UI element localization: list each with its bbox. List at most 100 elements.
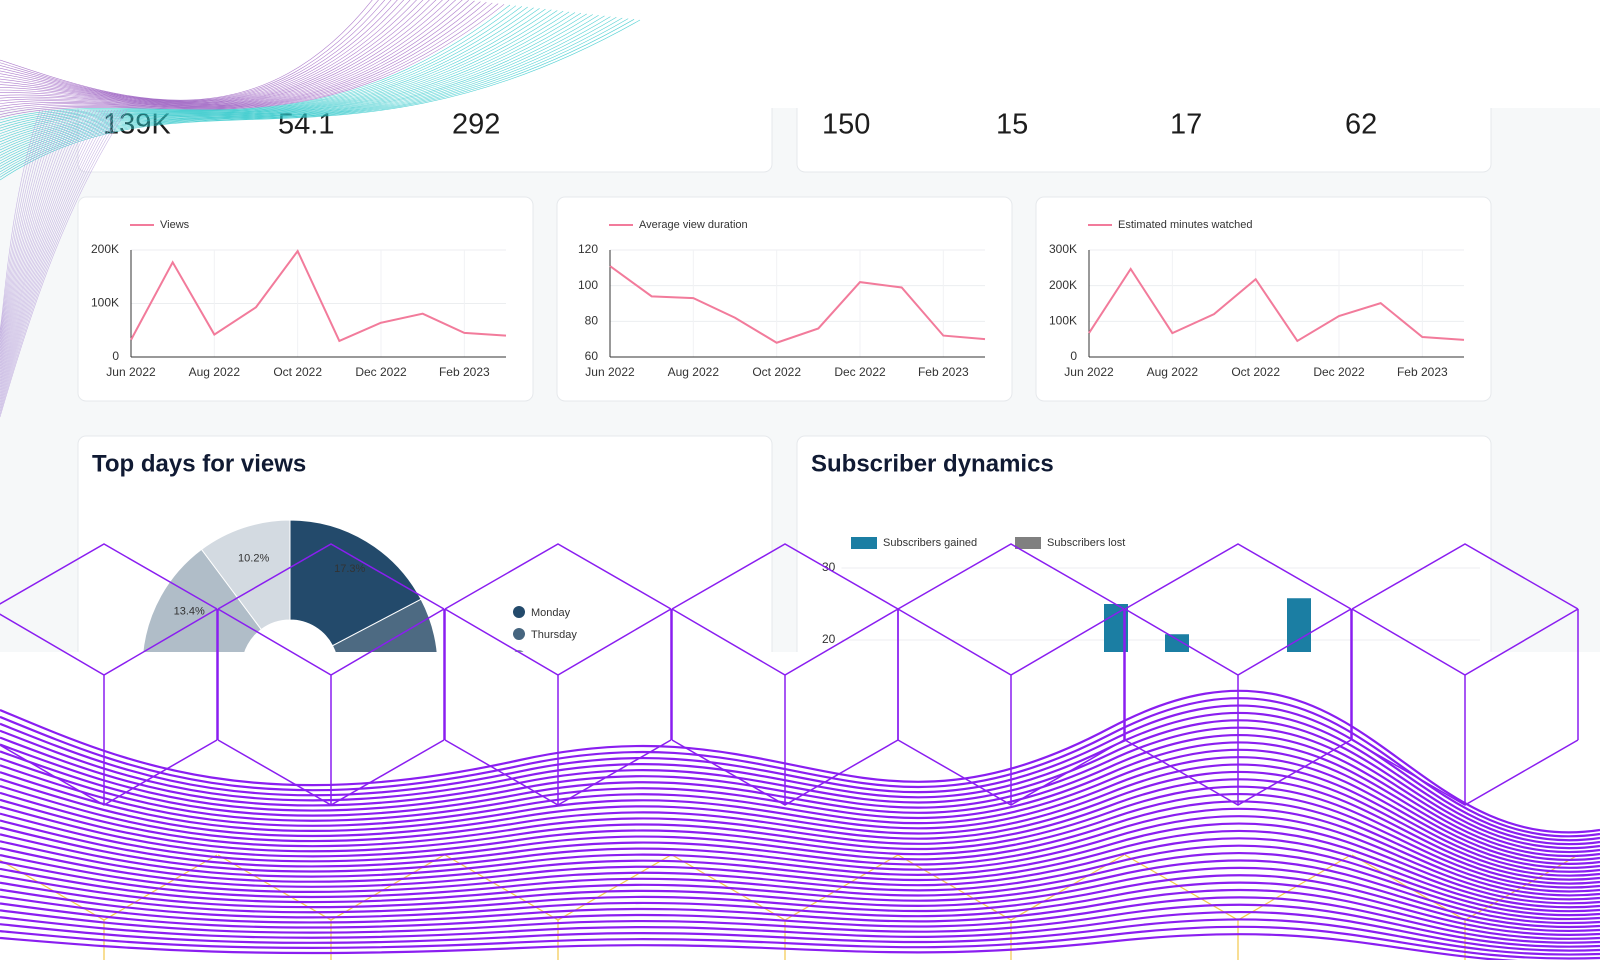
y-tick-label: 100K: [1049, 314, 1077, 328]
decoration: [0, 0, 469, 108]
decoration: [0, 0, 475, 108]
legend-swatch: [1015, 537, 1041, 549]
kpi-value: 17: [1170, 109, 1202, 141]
y-tick-label: 80: [585, 314, 599, 328]
decoration: [0, 6, 522, 126]
legend-label: Thursday: [531, 629, 577, 641]
decoration: [0, 741, 1600, 861]
decoration: [0, 8, 540, 134]
decoration: [0, 109, 47, 337]
decoration: [0, 0, 385, 102]
decoration: [0, 7, 534, 132]
decoration: [0, 109, 116, 406]
decoration: [0, 109, 122, 412]
decoration: [0, 925, 1600, 960]
pie-slice: [200, 519, 291, 631]
decoration: [0, 12, 576, 151]
decoration: [0, 874, 1600, 932]
decoration: [0, 109, 44, 334]
decoration: [0, 109, 56, 346]
decoration: [0, 109, 104, 394]
y-tick-label: 0: [112, 349, 119, 363]
decoration: [0, 109, 92, 382]
decoration: [0, 109, 86, 376]
decoration: [0, 14, 593, 159]
decoration: [1124, 543, 1352, 806]
decoration: [0, 109, 98, 388]
y-tick-label: 200K: [91, 242, 119, 256]
decoration: [0, 829, 1600, 909]
decoration: [0, 6, 528, 129]
y-tick-label: 300K: [1049, 242, 1077, 256]
chart-card: [77, 196, 534, 402]
decoration: [0, 792, 1600, 889]
decoration: [0, 109, 83, 373]
decoration: [0, 109, 41, 331]
decoration: [0, 0, 430, 105]
decoration: [0, 14, 599, 162]
legend-label: Subscribers lost: [1047, 537, 1125, 549]
x-tick-label: Feb 2023: [439, 365, 490, 379]
decoration: [0, 888, 1600, 940]
decoration: [0, 807, 1600, 897]
decoration: [0, 109, 50, 340]
decoration: [0, 748, 1600, 865]
decoration: [0, 822, 1600, 905]
decoration: [0, 910, 1600, 952]
y-tick-label: 200K: [1049, 278, 1077, 292]
decoration: [0, 866, 1600, 929]
decoration: [0, 109, 110, 400]
decoration: [0, 0, 398, 103]
x-tick-label: Aug 2022: [1147, 365, 1199, 379]
decoration: [217, 543, 445, 806]
x-tick-label: Aug 2022: [668, 365, 720, 379]
top-band: [0, 0, 1600, 108]
x-tick-label: Dec 2022: [355, 365, 407, 379]
decoration: [0, 109, 113, 403]
decoration: [0, 0, 417, 104]
decoration: [0, 19, 641, 181]
decoration: [897, 543, 1125, 806]
kpi-value: 15: [996, 109, 1028, 141]
decoration: [0, 785, 1600, 885]
decoration: [0, 1, 481, 108]
legend-label: Views: [160, 219, 190, 231]
decoration: [0, 18, 629, 175]
decoration: [0, 800, 1600, 893]
decoration: [0, 109, 53, 343]
decoration: [0, 543, 218, 806]
decoration: [0, 109, 89, 379]
chart-card: [1035, 196, 1492, 402]
legend-label: Estimated minutes watched: [1118, 219, 1253, 231]
legend-swatch: [513, 606, 525, 618]
decoration: [0, 726, 1600, 853]
x-tick-label: Jun 2022: [585, 365, 635, 379]
y-tick-label: 60: [585, 349, 599, 363]
decoration: [0, 109, 74, 364]
decoration: [0, 0, 379, 101]
x-tick-label: Oct 2022: [752, 365, 801, 379]
y-tick-label: 20: [822, 632, 836, 646]
decoration: [0, 903, 1600, 948]
decoration: [0, 0, 404, 103]
decoration: [0, 896, 1600, 944]
decoration: [0, 10, 564, 145]
decoration: [0, 109, 71, 361]
decoration: [0, 756, 1600, 869]
y-tick-label: 100K: [91, 296, 119, 310]
x-tick-label: Oct 2022: [1231, 365, 1280, 379]
line: [609, 265, 986, 344]
decoration: [0, 0, 411, 104]
decoration: [0, 9, 552, 140]
decoration: [0, 0, 457, 107]
x-tick-label: Jun 2022: [1064, 365, 1114, 379]
decoration: [0, 8, 546, 137]
decoration: [0, 2, 493, 113]
decoration: [0, 109, 101, 391]
y-tick-label: 100: [578, 278, 598, 292]
decoration: [0, 4, 505, 118]
decoration: [0, 109, 95, 385]
decoration: [0, 4, 511, 121]
decoration: [0, 837, 1600, 913]
